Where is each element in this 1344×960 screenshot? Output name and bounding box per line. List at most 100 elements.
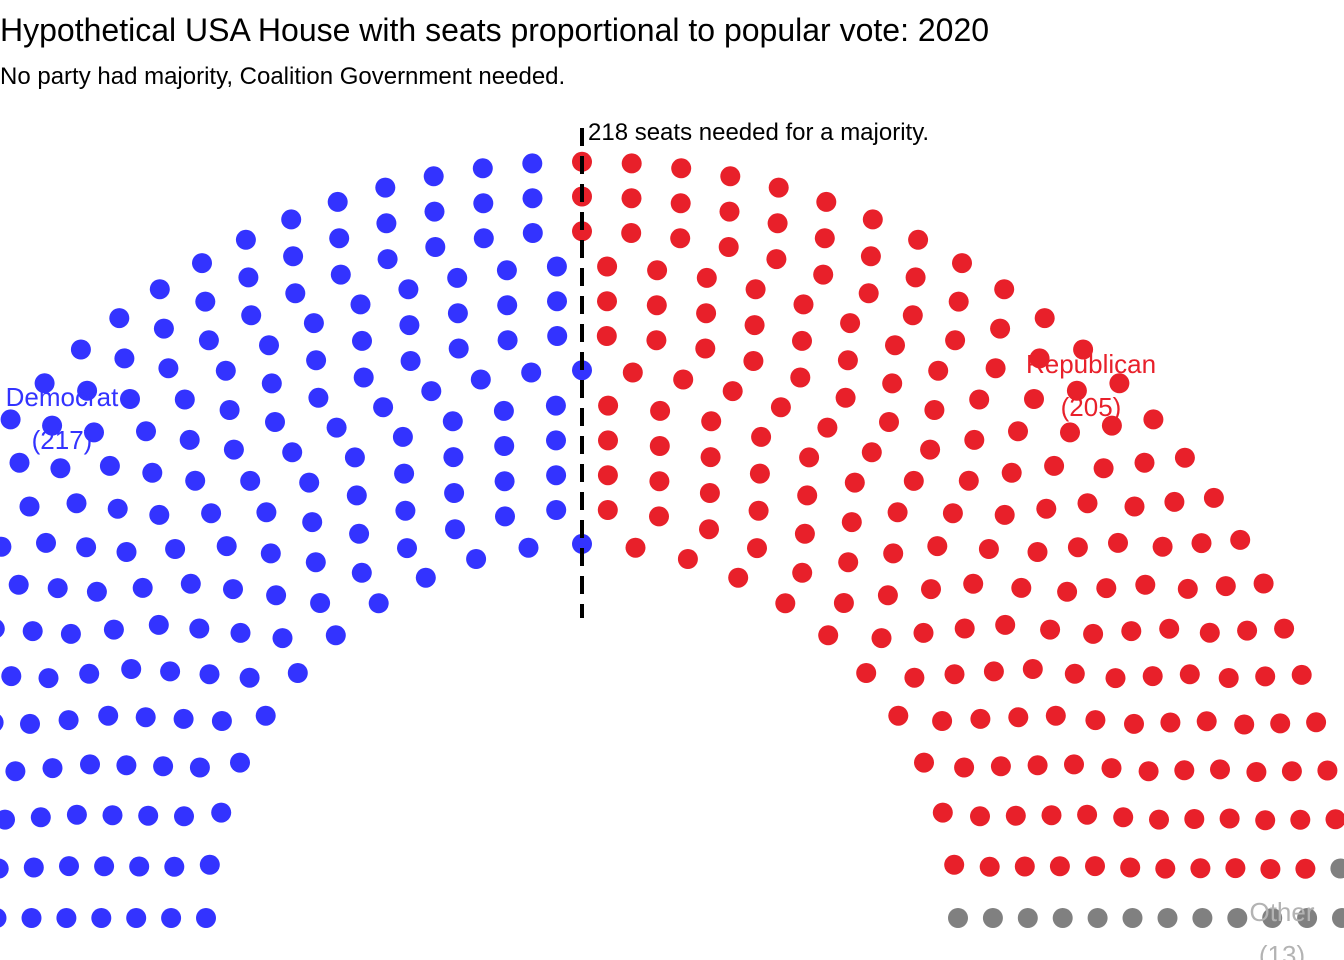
seat-republican xyxy=(1159,618,1180,639)
seat-republican xyxy=(597,256,618,277)
seat-republican xyxy=(1124,496,1145,517)
seat-democrat xyxy=(545,395,566,416)
seat-democrat xyxy=(114,348,135,369)
seat-democrat xyxy=(306,350,327,371)
seat-republican xyxy=(775,593,796,614)
seat-republican xyxy=(914,752,934,773)
seat-democrat xyxy=(77,380,98,401)
seat-democrat xyxy=(5,761,26,782)
seat-republican xyxy=(983,661,1004,682)
seat-democrat xyxy=(121,659,142,679)
seat-republican xyxy=(722,381,743,402)
seat-democrat xyxy=(0,809,15,830)
seat-republican xyxy=(1143,409,1164,430)
seat-democrat xyxy=(377,249,398,270)
seat-democrat xyxy=(308,387,329,408)
seat-democrat xyxy=(473,193,494,214)
party-label-democrat: Democrat xyxy=(6,382,119,412)
seat-republican xyxy=(1085,856,1105,877)
seat-republican xyxy=(1138,761,1159,782)
seat-democrat xyxy=(256,502,277,523)
seat-republican xyxy=(1036,498,1057,519)
seat-republican xyxy=(701,411,722,432)
seat-democrat xyxy=(185,470,206,491)
seat-republican xyxy=(862,209,883,230)
seat-democrat xyxy=(423,166,444,187)
seat-democrat xyxy=(211,711,232,731)
seat-democrat xyxy=(80,754,100,775)
seat-democrat xyxy=(425,237,446,257)
seat-democrat xyxy=(107,498,128,519)
seat-democrat xyxy=(260,543,281,564)
seat-republican xyxy=(670,193,691,214)
seat-democrat xyxy=(91,908,112,928)
seat-republican xyxy=(621,188,642,209)
seat-democrat xyxy=(180,573,201,594)
seat-republican xyxy=(954,757,975,778)
seat-democrat xyxy=(447,303,468,324)
seat-republican xyxy=(858,283,879,304)
seat-republican xyxy=(927,536,948,557)
seat-republican xyxy=(673,369,694,390)
seat-republican xyxy=(1230,529,1251,550)
seat-democrat xyxy=(109,308,130,329)
seat-republican xyxy=(814,228,835,249)
seat-democrat xyxy=(466,549,487,569)
seat-republican xyxy=(908,229,929,250)
seat-republican xyxy=(1317,760,1338,781)
seat-republican xyxy=(1113,807,1134,828)
seat-republican xyxy=(1105,668,1126,689)
seat-republican xyxy=(1253,573,1274,594)
seat-democrat xyxy=(349,523,370,544)
seat-democrat xyxy=(189,618,210,639)
seat-democrat xyxy=(199,664,220,685)
seat-republican xyxy=(932,802,953,823)
seat-democrat xyxy=(299,472,320,493)
seat-democrat xyxy=(352,330,372,351)
seat-democrat xyxy=(443,447,464,468)
seat-democrat xyxy=(21,908,42,928)
seat-democrat xyxy=(0,409,21,430)
seat-republican xyxy=(1108,532,1128,553)
seat-republican xyxy=(979,856,1000,877)
seat-republican xyxy=(903,470,924,491)
seat-republican xyxy=(990,756,1011,777)
seat-democrat xyxy=(223,579,243,600)
seat-democrat xyxy=(56,908,77,928)
seat-democrat xyxy=(148,614,169,635)
seat-republican xyxy=(1101,758,1122,779)
seat-republican xyxy=(1149,809,1169,830)
seat-democrat xyxy=(547,326,568,346)
seat-republican xyxy=(1179,664,1200,685)
seat-republican xyxy=(920,439,941,460)
seat-republican xyxy=(887,502,908,523)
seat-republican xyxy=(1237,620,1258,641)
seat-democrat xyxy=(173,708,194,729)
seat-republican xyxy=(649,471,670,492)
seat-democrat xyxy=(397,538,417,559)
seat-democrat xyxy=(0,620,5,638)
seat-democrat xyxy=(20,713,40,734)
seat-democrat xyxy=(42,758,63,779)
seat-republican xyxy=(1083,623,1104,644)
seat-democrat xyxy=(136,421,156,442)
seat-democrat xyxy=(494,471,515,492)
seat-republican xyxy=(768,177,789,198)
seat-democrat xyxy=(496,260,517,281)
seat-democrat xyxy=(394,463,415,484)
seat-republican xyxy=(1190,858,1211,879)
seat-democrat xyxy=(30,807,51,828)
seat-republican xyxy=(622,362,643,383)
seat-democrat xyxy=(470,369,491,390)
seat-democrat xyxy=(135,707,156,728)
seat-republican xyxy=(835,387,856,408)
seat-republican xyxy=(751,426,772,447)
seat-republican xyxy=(1101,415,1122,436)
seat-republican xyxy=(1027,755,1048,776)
seat-democrat xyxy=(495,506,515,527)
seat-republican xyxy=(743,351,764,371)
seat-other xyxy=(1262,908,1283,928)
seat-republican xyxy=(696,303,717,324)
seat-republican xyxy=(1124,713,1144,734)
seat-republican xyxy=(597,291,617,312)
